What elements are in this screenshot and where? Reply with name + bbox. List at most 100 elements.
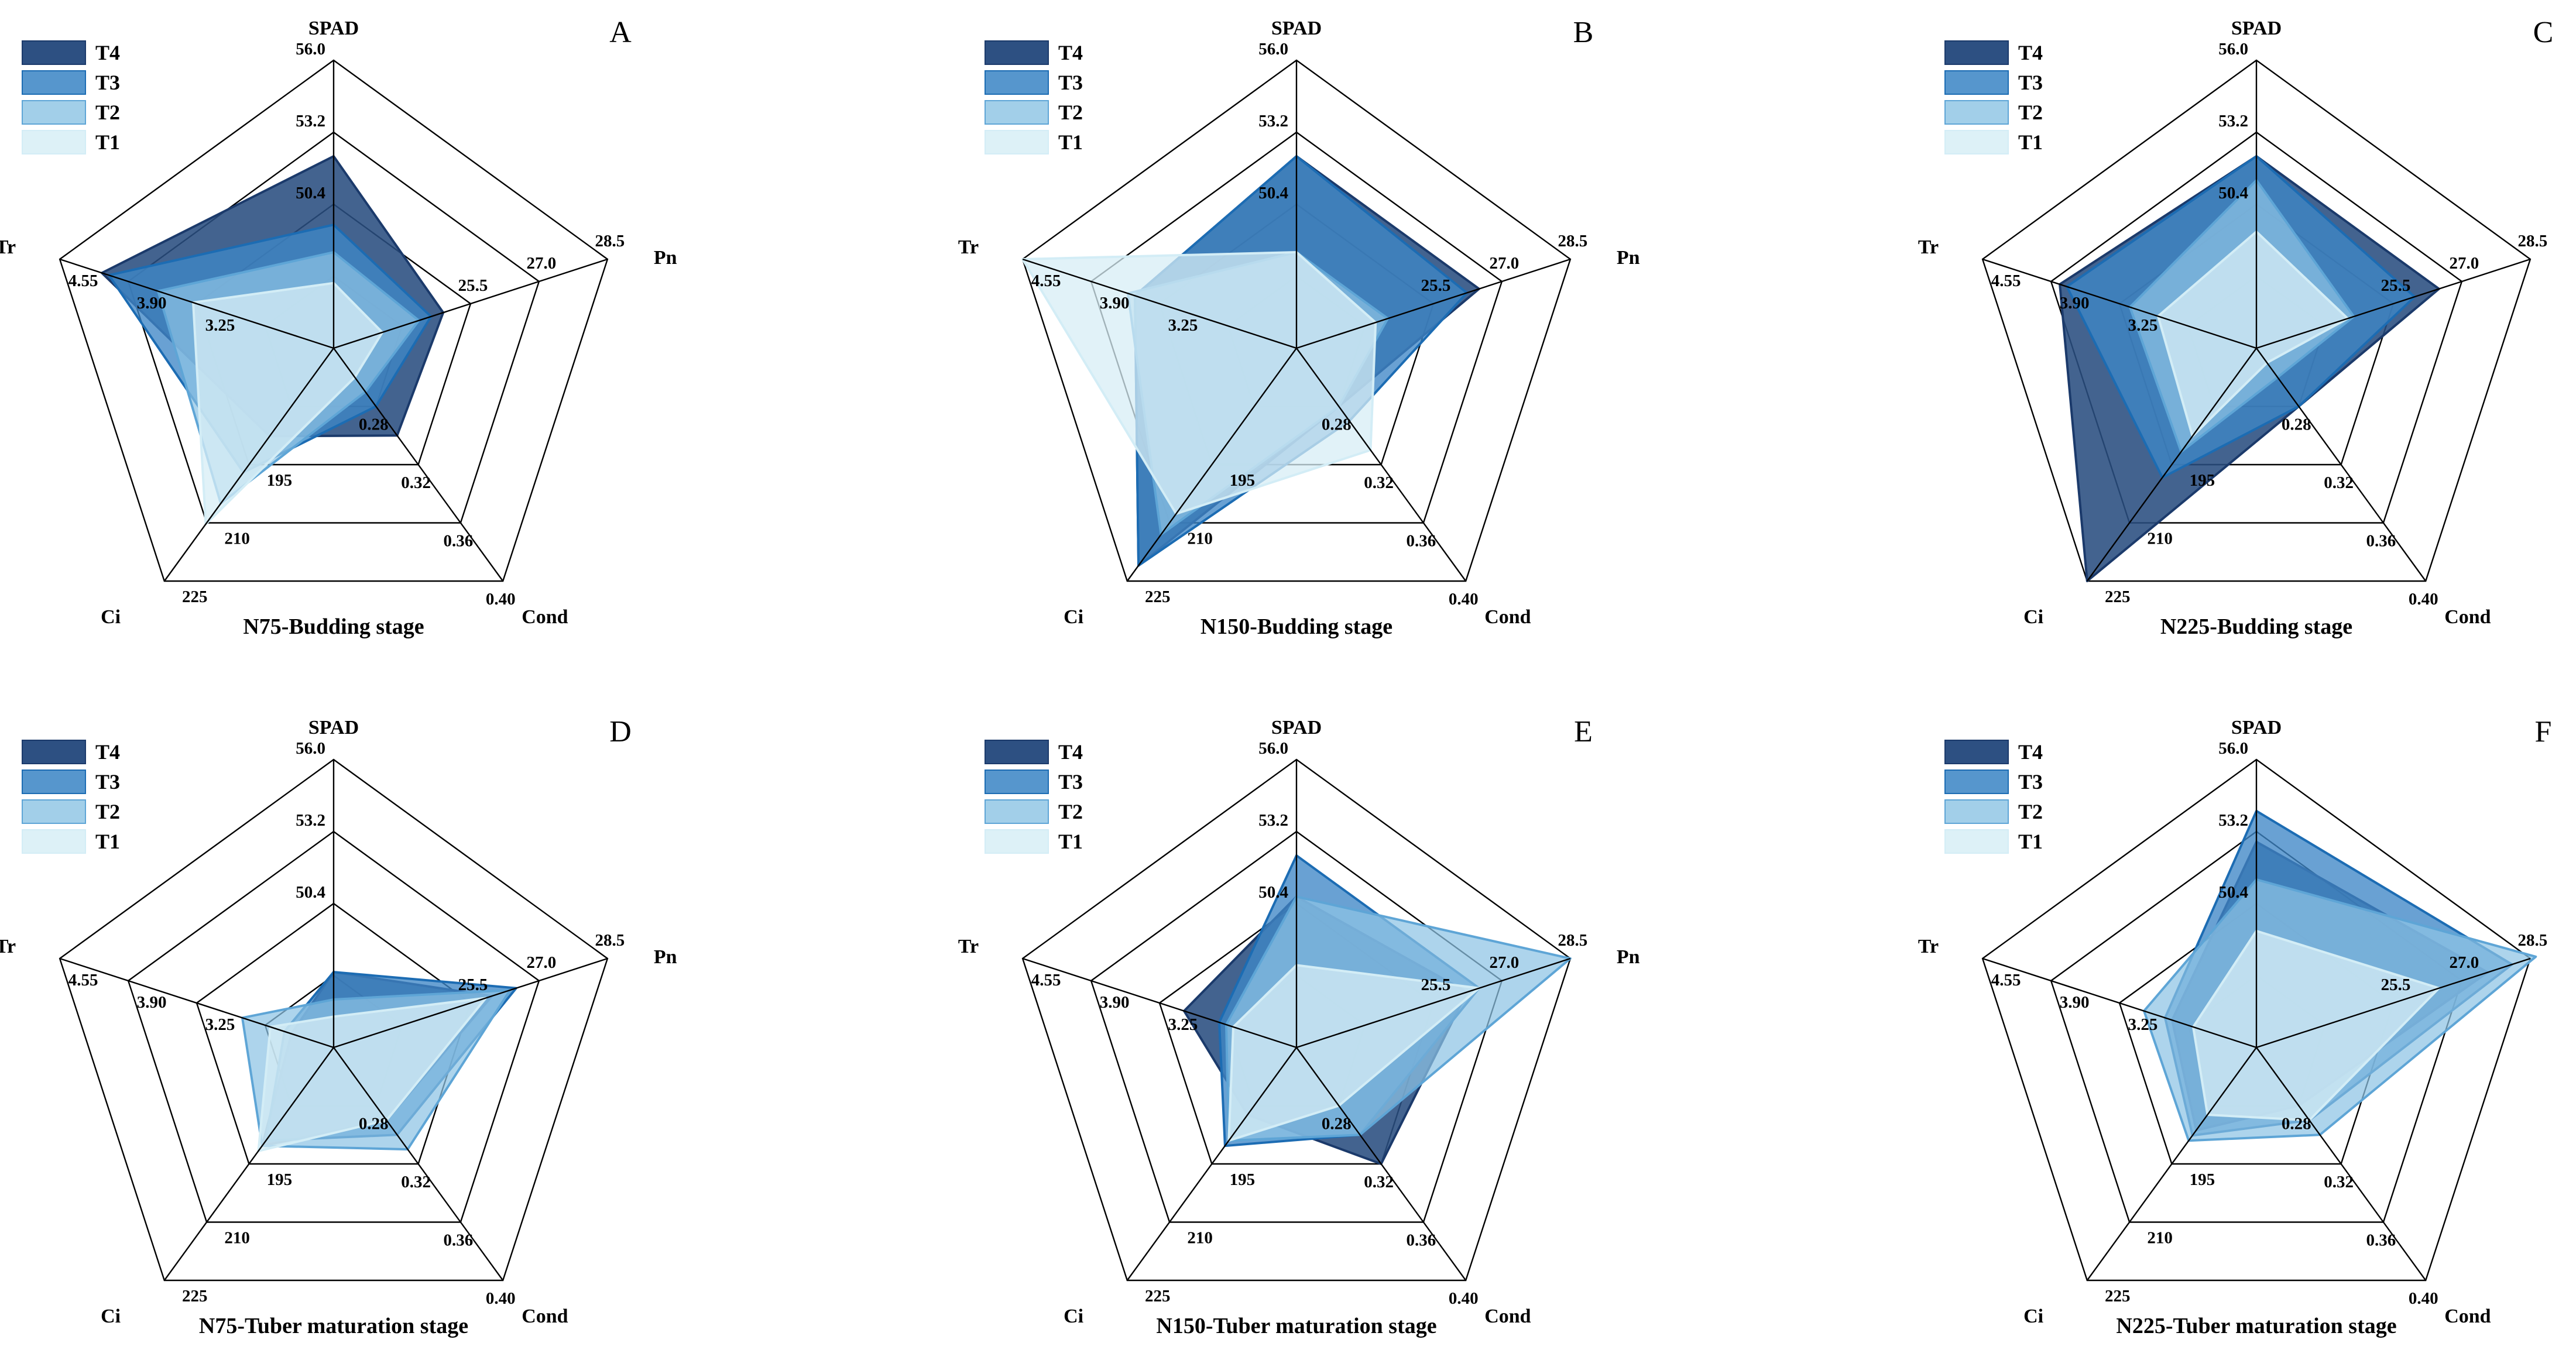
tick-label: 3.90 xyxy=(1100,294,1130,312)
axis-label-spad: SPAD xyxy=(2231,18,2282,39)
tick-label: 53.2 xyxy=(296,811,325,830)
tick-label: 210 xyxy=(224,530,250,548)
grid-ring xyxy=(1021,758,1572,1282)
tick-label: 195 xyxy=(2190,1170,2215,1189)
tick-label: 0.40 xyxy=(486,590,516,609)
legend-label-t3: T3 xyxy=(1058,71,1083,94)
tick-label: 3.25 xyxy=(2128,1015,2158,1034)
axis-spoke xyxy=(1126,1047,1297,1281)
series-t1-polygon xyxy=(2157,230,2349,438)
axis-label-tr: Tr xyxy=(1918,936,1939,957)
tick-label: 3.90 xyxy=(2060,993,2090,1012)
tick-label: 3.25 xyxy=(1168,1015,1198,1034)
legend-label-t4: T4 xyxy=(95,740,120,764)
axis-spoke xyxy=(1296,348,1467,582)
tick-label: 56.0 xyxy=(2218,739,2248,758)
legend-swatch-t3 xyxy=(22,770,86,794)
tick-label: 25.5 xyxy=(458,975,488,994)
panel-letter: C xyxy=(2533,16,2554,49)
axis-label-ci: Ci xyxy=(1064,1306,1083,1327)
tick-label: 56.0 xyxy=(296,739,325,758)
legend-swatch-t3 xyxy=(1944,770,2009,794)
tick-label: 210 xyxy=(2147,1229,2173,1248)
tick-label: 3.25 xyxy=(205,1015,235,1034)
legend-swatch-t2 xyxy=(985,100,1049,125)
tick-label: 225 xyxy=(2105,1287,2131,1306)
tick-label: 50.4 xyxy=(296,184,325,202)
legend-swatch-t3 xyxy=(1944,70,2009,95)
tick-label: 27.0 xyxy=(2450,953,2479,972)
legend-swatch-t4 xyxy=(985,740,1049,764)
tick-label: 210 xyxy=(224,1229,250,1248)
radar-panel-d: 50.4 53.2 56.0 25.5 27.0 28.5 0.28 0.32 0.36 0.40… xyxy=(0,715,677,1338)
legend-label-t3: T3 xyxy=(2018,71,2043,94)
tick-label: 27.0 xyxy=(1490,254,1519,273)
legend-label-t1: T1 xyxy=(2018,830,2043,853)
tick-label: 25.5 xyxy=(1421,276,1451,295)
tick-label: 4.55 xyxy=(68,971,98,990)
tick-label: 195 xyxy=(267,1170,293,1189)
tick-label: 3.90 xyxy=(137,294,167,312)
tick-label: 28.5 xyxy=(2518,232,2548,250)
axis-spoke xyxy=(1022,957,1297,1049)
tick-label: 0.40 xyxy=(486,1289,516,1308)
legend-label-t2: T2 xyxy=(1058,101,1083,124)
axis-label-tr: Tr xyxy=(1918,236,1939,258)
panel-title: N225-Budding stage xyxy=(2160,614,2352,639)
tick-label: 50.4 xyxy=(1258,883,1288,902)
tick-label: 0.40 xyxy=(1449,1289,1479,1308)
tick-label: 3.25 xyxy=(205,316,235,335)
axis-spoke xyxy=(2256,258,2531,349)
axis-spoke xyxy=(333,1047,504,1281)
legend-label-t2: T2 xyxy=(2018,800,2043,823)
tick-label: 53.2 xyxy=(296,112,325,130)
panel-letter: D xyxy=(609,715,632,748)
axis-label-spad: SPAD xyxy=(308,717,359,738)
legend-label-t3: T3 xyxy=(2018,770,2043,793)
legend-swatch-t2 xyxy=(1944,100,2009,125)
tick-label: 0.28 xyxy=(1322,1115,1352,1133)
radar-panel-e: 50.4 53.2 56.0 25.5 27.0 28.5 0.28 0.32 0.36 0.40… xyxy=(958,715,1640,1338)
axis-label-ci: Ci xyxy=(2023,606,2043,628)
legend-label-t2: T2 xyxy=(1058,800,1083,823)
legend-label-t4: T4 xyxy=(95,41,120,64)
axis-spoke xyxy=(1296,1047,1467,1281)
legend-swatch-t2 xyxy=(22,100,86,125)
legend-label-t4: T4 xyxy=(2018,740,2043,764)
axis-spoke xyxy=(59,957,334,1049)
legend-label-t1: T1 xyxy=(95,130,120,154)
axis-spoke xyxy=(2086,348,2257,582)
tick-label: 28.5 xyxy=(1558,232,1588,250)
grid-ring xyxy=(1021,59,1572,582)
legend-swatch-t1 xyxy=(985,130,1049,154)
tick-label: 195 xyxy=(1230,1170,1256,1189)
legend-swatch-t2 xyxy=(1944,799,2009,824)
tick-label: 210 xyxy=(1187,1229,1213,1248)
grid-ring xyxy=(59,758,609,1282)
panel-title: N75-Budding stage xyxy=(243,614,424,639)
axis-label-spad: SPAD xyxy=(308,18,359,39)
panel-title: N225-Tuber maturation stage xyxy=(2116,1314,2396,1338)
tick-label: 0.36 xyxy=(1407,532,1436,551)
legend-label-t1: T1 xyxy=(95,830,120,853)
legend-label-t1: T1 xyxy=(2018,130,2043,154)
tick-label: 28.5 xyxy=(1558,931,1588,950)
tick-label: 50.4 xyxy=(296,883,325,902)
tick-label: 28.5 xyxy=(595,232,625,250)
tick-label: 4.55 xyxy=(1991,272,2021,290)
axis-spoke xyxy=(2256,957,2531,1049)
legend-label-t4: T4 xyxy=(1058,740,1083,764)
legend-swatch-t1 xyxy=(985,829,1049,854)
axis-spoke xyxy=(59,258,334,349)
axis-label-tr: Tr xyxy=(958,936,979,957)
tick-label: 0.36 xyxy=(1407,1231,1436,1250)
legend-swatch-t4 xyxy=(1944,740,2009,764)
legend-swatch-t1 xyxy=(1944,829,2009,854)
tick-label: 27.0 xyxy=(527,953,557,972)
axis-spoke xyxy=(163,348,334,582)
axis-spoke xyxy=(333,957,608,1049)
tick-label: 50.4 xyxy=(2218,184,2248,202)
axis-label-spad: SPAD xyxy=(1271,18,1322,39)
tick-label: 210 xyxy=(1187,530,1213,548)
